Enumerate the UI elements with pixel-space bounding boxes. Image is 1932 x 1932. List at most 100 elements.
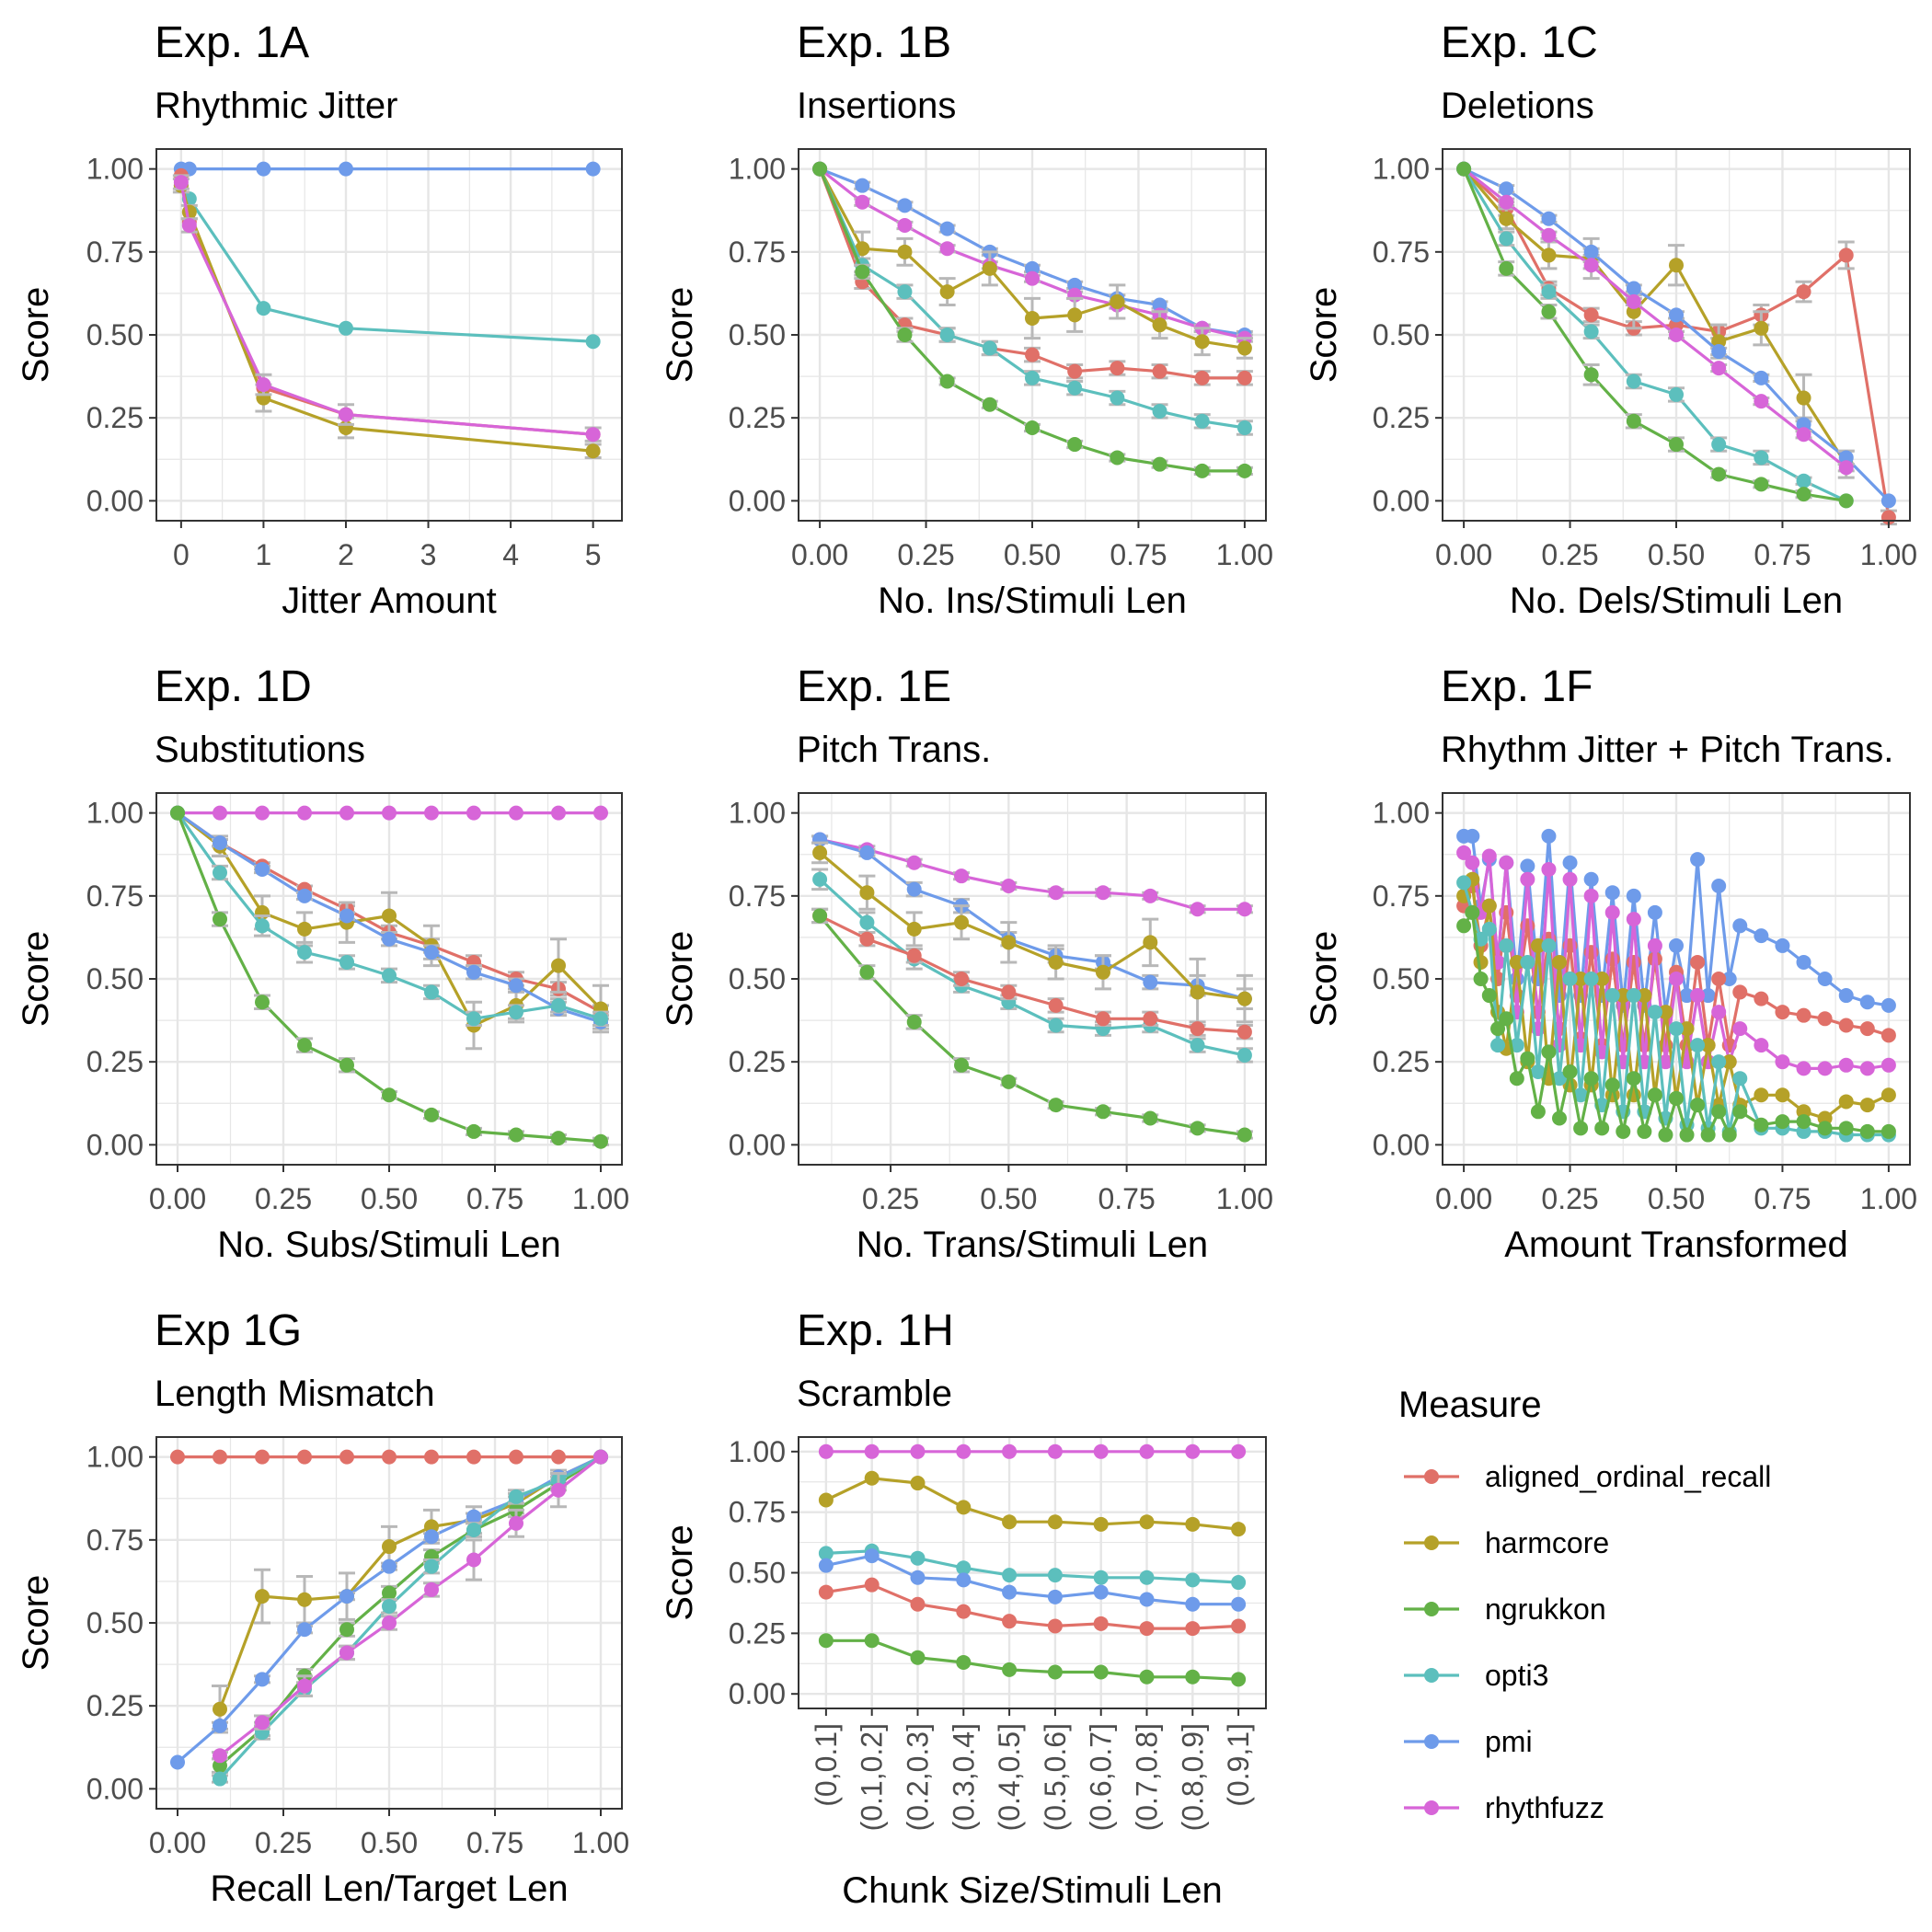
y-axis-label: Score	[660, 1524, 700, 1621]
data-point-harmcore	[1838, 1094, 1854, 1110]
data-point-harmcore	[181, 204, 197, 220]
data-point-harmcore	[910, 1476, 926, 1491]
data-point-ngrukkon	[1190, 1121, 1205, 1136]
data-point-aligned_ordinal_recall	[1025, 347, 1040, 362]
data-point-harmcore	[956, 1500, 972, 1515]
data-point-rhythfuzz	[956, 1443, 972, 1459]
data-point-pmi	[1880, 997, 1896, 1013]
x-tick-label: 1.00	[1860, 538, 1917, 571]
data-point-pmi	[1711, 879, 1727, 893]
data-point-ngrukkon	[1481, 988, 1497, 1004]
data-point-rhythfuzz	[1465, 855, 1480, 870]
data-point-pmi	[1754, 370, 1769, 385]
data-point-opti3	[1456, 875, 1472, 891]
data-point-aligned_ordinal_recall	[1775, 1005, 1790, 1020]
data-point-harmcore	[1530, 937, 1546, 953]
data-point-ngrukkon	[1647, 1087, 1662, 1103]
data-point-pmi	[1690, 852, 1706, 868]
panel-1d: Exp. 1D Substitutions 0.00 0.25 0.50 0.75 1.00…	[16, 662, 629, 1265]
data-point-opti3	[1110, 390, 1125, 406]
y-tick-label: 0.75	[729, 236, 786, 269]
data-point-aligned_ordinal_recall	[1859, 1021, 1875, 1037]
data-point-opti3	[1499, 231, 1514, 247]
data-point-pmi	[1604, 885, 1620, 901]
panel-title: Exp. 1D	[155, 662, 312, 711]
y-tick-label: 0.25	[86, 1045, 144, 1078]
data-point-ngrukkon	[1838, 1121, 1854, 1136]
data-point-pmi	[1775, 937, 1790, 953]
data-point-pmi	[338, 161, 353, 177]
data-point-opti3	[956, 1560, 972, 1576]
data-point-rhythfuzz	[954, 868, 970, 884]
data-point-rhythfuzz	[1231, 1443, 1247, 1459]
series-line-pmi	[825, 1554, 1239, 1606]
data-point-rhythfuzz	[1143, 888, 1158, 903]
data-point-harmcore	[954, 914, 970, 930]
data-point-harmcore	[1139, 1514, 1155, 1530]
y-tick-label: 0.25	[1373, 401, 1430, 434]
data-point-pmi	[864, 1548, 880, 1564]
data-point-pmi	[382, 1558, 397, 1574]
data-point-opti3	[1552, 1071, 1567, 1087]
data-point-rhythfuzz	[1001, 879, 1017, 893]
data-point-rhythfuzz	[1541, 861, 1557, 877]
series-line-opti3	[819, 878, 1246, 1057]
data-point-rhythfuzz	[1838, 460, 1854, 476]
data-point-ngrukkon	[1775, 1114, 1790, 1130]
data-point-pmi	[1859, 995, 1875, 1010]
data-point-aligned_ordinal_recall	[255, 1449, 270, 1465]
data-point-ngrukkon	[855, 264, 870, 280]
data-point-pmi	[1754, 928, 1769, 944]
y-axis-label: Score	[16, 287, 56, 384]
data-point-ngrukkon	[1562, 1064, 1578, 1079]
y-tick-label: 1.00	[1373, 153, 1430, 186]
data-point-ngrukkon	[1754, 1117, 1769, 1133]
data-point-pmi	[1093, 1584, 1109, 1600]
panel-subtitle: Rhythm Jitter + Pitch Trans.	[1441, 730, 1893, 770]
data-point-opti3	[897, 284, 913, 300]
data-point-pmi	[1541, 828, 1557, 844]
panel-title: Exp. 1C	[1441, 18, 1598, 67]
data-point-ngrukkon	[956, 1654, 972, 1670]
data-point-pmi	[1583, 244, 1599, 259]
x-tick-label: 0.25	[255, 1826, 312, 1859]
y-tick-label: 0.00	[1373, 484, 1430, 517]
data-point-ngrukkon	[818, 1633, 834, 1649]
data-point-harmcore	[939, 284, 955, 300]
data-point-pmi	[1562, 855, 1578, 870]
legend-key-point	[1424, 1734, 1439, 1749]
panel-subtitle: Pitch Trans.	[797, 730, 991, 770]
data-point-aligned_ordinal_recall	[859, 931, 875, 947]
y-tick-label: 0.75	[1373, 880, 1430, 913]
series-line-opti3	[825, 1549, 1239, 1584]
y-tick-label: 1.00	[1373, 797, 1430, 830]
y-tick-label: 0.75	[729, 1496, 786, 1529]
data-point-pmi	[1231, 1596, 1247, 1612]
data-point-ngrukkon	[382, 1087, 397, 1103]
legend-item-opti3: opti3	[1485, 1659, 1548, 1692]
x-tick-label: (0.1,0.2]	[856, 1723, 889, 1831]
data-point-pmi	[170, 1754, 185, 1770]
data-point-pmi	[213, 835, 227, 851]
data-point-harmcore	[1541, 247, 1557, 263]
data-point-harmcore	[1594, 972, 1610, 986]
data-point-rhythfuzz	[1690, 988, 1706, 1004]
data-point-ngrukkon	[1025, 420, 1040, 435]
data-point-rhythfuzz	[1838, 1057, 1854, 1073]
y-axis-label: Score	[1304, 931, 1344, 1028]
data-point-aligned_ordinal_recall	[509, 1449, 523, 1465]
data-point-aligned_ordinal_recall	[1194, 370, 1210, 385]
data-point-harmcore	[1110, 293, 1125, 309]
data-point-rhythfuzz	[173, 175, 189, 190]
data-point-rhythfuzz	[897, 217, 913, 233]
data-point-harmcore	[1658, 1005, 1673, 1020]
y-tick-label: 0.50	[729, 962, 786, 995]
data-point-ngrukkon	[910, 1650, 926, 1665]
panel-title: Exp. 1B	[797, 18, 951, 67]
data-point-pmi	[424, 1529, 439, 1545]
x-tick-label: 2	[338, 538, 354, 571]
data-point-opti3	[424, 1558, 439, 1574]
data-point-opti3	[509, 1005, 523, 1020]
data-point-opti3	[1002, 1568, 1018, 1583]
data-point-rhythfuzz	[181, 217, 197, 233]
